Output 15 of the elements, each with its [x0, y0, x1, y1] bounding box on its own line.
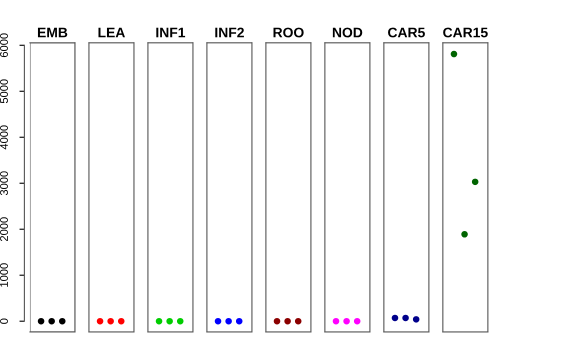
x-tick-label: EMB [38, 28, 68, 38]
x-tick-label: LEA [98, 28, 125, 38]
y-tick-label: 5000 [0, 79, 8, 104]
x-tick-label: CAR15 [443, 28, 488, 38]
y-tick-label: 1000 [0, 263, 8, 287]
x-tick-label: CAR5 [388, 28, 425, 38]
x-tick-label: INF2 [215, 28, 244, 38]
y-tick-label: 2000 [0, 217, 8, 242]
y-tick-label: 4000 [0, 125, 8, 150]
y-tick-label: 3000 [0, 171, 8, 196]
x-tick-label: NOD [332, 28, 362, 38]
y-tick-label: 6000 [0, 33, 8, 58]
y-tick-label: 0 [0, 318, 8, 324]
x-tick-label: INF1 [156, 28, 186, 38]
x-tick-label: ROO [274, 28, 304, 38]
